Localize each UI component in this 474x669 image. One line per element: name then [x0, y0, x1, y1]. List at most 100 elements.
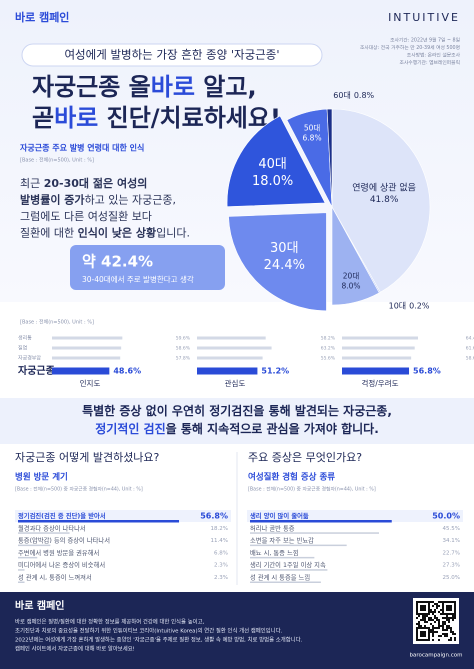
pie-label: 60대 0.8% — [333, 91, 374, 100]
qr-cell — [432, 635, 434, 637]
qr-cell — [450, 637, 452, 639]
value-label: 41.8% — [370, 195, 399, 205]
qr-cell — [454, 603, 456, 605]
bar — [250, 520, 392, 523]
qr-cell — [448, 609, 450, 611]
qr-cell — [432, 629, 434, 631]
value-label: 11.4% — [211, 538, 228, 544]
qr-cell — [450, 601, 452, 603]
awareness-background — [0, 302, 474, 398]
qr-cell — [432, 611, 434, 613]
headline: 곧바로 진단/치료하세요! — [32, 104, 281, 132]
question: 자궁근종 어떻게 발견하셨나요? — [15, 450, 160, 464]
qr-cell — [434, 609, 436, 611]
value-label: 51.2% — [261, 367, 289, 376]
question: 주요 증상은 무엇인가요? — [248, 451, 362, 464]
qr-cell — [420, 625, 422, 627]
footer-background — [0, 592, 474, 669]
qr-cell — [450, 631, 452, 633]
qr-cell — [442, 621, 444, 623]
qr-cell — [416, 629, 418, 631]
qr-cell — [448, 621, 450, 623]
qr-cell — [454, 613, 456, 615]
qr-cell — [416, 609, 418, 611]
qr-cell — [416, 627, 418, 629]
bar — [52, 367, 110, 375]
qr-cell — [444, 623, 446, 625]
qr-cell — [420, 631, 422, 633]
qr-cell — [424, 621, 426, 623]
text-segment: 그럼에도 다른 여성질환 보다 — [20, 210, 152, 223]
qr-cell — [448, 605, 450, 607]
qr-cell — [428, 639, 430, 641]
qr-cell — [434, 631, 436, 633]
pie-slice — [331, 206, 380, 306]
qr-cell — [434, 615, 436, 617]
qr-cell — [446, 619, 448, 621]
value-label: 6.8% — [303, 133, 322, 142]
series-label: 관심도 — [225, 378, 246, 388]
value-label: 48.6% — [113, 367, 141, 376]
bar — [52, 346, 122, 350]
qr-cell — [424, 633, 426, 635]
qr-cell — [430, 629, 432, 631]
qr-cell — [436, 603, 438, 605]
survey-info: 조사대상: 전국 거주하는 만 20-39세 여성 500명 — [360, 44, 460, 51]
value-label: 50.0% — [432, 512, 460, 521]
qr-cell — [442, 605, 444, 607]
qr-cell — [422, 609, 424, 611]
qr-cell — [416, 623, 418, 625]
pie-slice — [226, 115, 326, 207]
qr-cell — [438, 601, 440, 603]
qr-cell — [422, 615, 424, 617]
callout-text: 30-40대에서 주로 발병한다고 생각 — [82, 274, 194, 284]
qr-cell — [424, 609, 426, 611]
qr-cell — [446, 625, 448, 627]
qr-cell — [450, 613, 452, 615]
qr-cell — [428, 619, 430, 621]
bar — [18, 520, 180, 523]
qr-cell — [422, 601, 424, 603]
value-label: 8.0% — [341, 281, 360, 290]
category-label: 질염 — [18, 345, 27, 352]
qr-cell — [422, 619, 424, 621]
qr-cell — [440, 613, 442, 615]
pie-slice — [228, 212, 327, 312]
footer-campaign: 바로 캠페인 — [15, 599, 64, 612]
qr-cell — [442, 623, 444, 625]
qr-cell — [450, 617, 452, 619]
qr-cell — [416, 603, 418, 605]
bar — [197, 336, 266, 340]
text-segment: 20-30대 젊은 여성의 — [44, 176, 148, 190]
qr-cell — [416, 635, 418, 637]
bar — [342, 367, 410, 375]
qr-cell — [424, 627, 426, 629]
qr-cell — [448, 625, 450, 627]
text-segment: 바로 — [151, 73, 195, 101]
value-label: 64.4% — [466, 336, 474, 342]
value-label: 0.2% — [409, 301, 430, 310]
qr-cell — [424, 613, 426, 615]
value-label: 2.3% — [214, 563, 228, 569]
bar — [342, 346, 415, 350]
brand: INTUITIVE — [388, 11, 460, 24]
category-label: 자궁근종 — [18, 364, 55, 377]
value-label: 22.7% — [443, 550, 460, 556]
qr-cell — [428, 627, 430, 629]
intro-text: 질환에 대한 인식이 낮은 상황입니다. — [20, 226, 190, 240]
qr-pattern — [416, 601, 456, 641]
qr-cell — [450, 609, 452, 611]
qr-cell — [424, 617, 426, 619]
value-label: 18.2% — [211, 526, 228, 532]
bar — [197, 367, 258, 375]
pie-label: 10대 0.2% — [389, 301, 430, 310]
category-label: 생리 기간이 1주일 이상 지속 — [250, 560, 326, 569]
value-label: 0.8% — [354, 91, 375, 100]
qr-cell — [454, 609, 456, 611]
message-band — [0, 398, 474, 444]
row-highlight — [15, 510, 231, 522]
bar — [197, 356, 263, 360]
qr-cell — [438, 619, 440, 621]
qr-cell — [454, 605, 456, 607]
qr-cell — [444, 617, 446, 619]
